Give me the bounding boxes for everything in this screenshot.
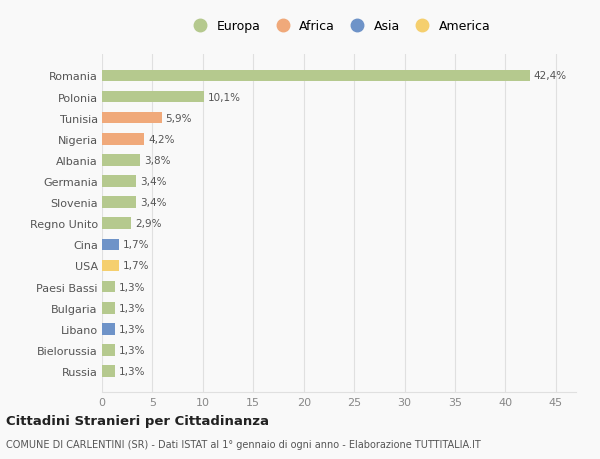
Bar [102, 134, 145, 145]
Bar [102, 344, 115, 356]
Legend: Europa, Africa, Asia, America: Europa, Africa, Asia, America [185, 17, 493, 35]
Bar [102, 91, 204, 103]
Text: 1,7%: 1,7% [123, 240, 149, 250]
Bar [102, 218, 131, 230]
Bar [102, 197, 136, 208]
Text: 3,4%: 3,4% [140, 198, 167, 207]
Text: 3,8%: 3,8% [145, 156, 171, 166]
Text: 4,2%: 4,2% [148, 134, 175, 145]
Text: 1,7%: 1,7% [123, 261, 149, 271]
Bar [102, 260, 119, 272]
Bar [102, 176, 136, 187]
Bar [102, 365, 115, 377]
Text: COMUNE DI CARLENTINI (SR) - Dati ISTAT al 1° gennaio di ogni anno - Elaborazione: COMUNE DI CARLENTINI (SR) - Dati ISTAT a… [6, 440, 481, 449]
Bar [102, 155, 140, 166]
Bar [102, 323, 115, 335]
Bar [102, 239, 119, 251]
Bar [102, 112, 161, 124]
Text: 1,3%: 1,3% [119, 324, 146, 334]
Text: 2,9%: 2,9% [135, 219, 162, 229]
Text: 3,4%: 3,4% [140, 177, 167, 187]
Bar [102, 70, 530, 82]
Text: 1,3%: 1,3% [119, 345, 146, 355]
Bar [102, 281, 115, 293]
Text: 1,3%: 1,3% [119, 366, 146, 376]
Text: 5,9%: 5,9% [166, 113, 192, 123]
Text: Cittadini Stranieri per Cittadinanza: Cittadini Stranieri per Cittadinanza [6, 414, 269, 428]
Text: 10,1%: 10,1% [208, 92, 241, 102]
Bar [102, 302, 115, 314]
Text: 1,3%: 1,3% [119, 303, 146, 313]
Text: 1,3%: 1,3% [119, 282, 146, 292]
Text: 42,4%: 42,4% [533, 71, 567, 81]
